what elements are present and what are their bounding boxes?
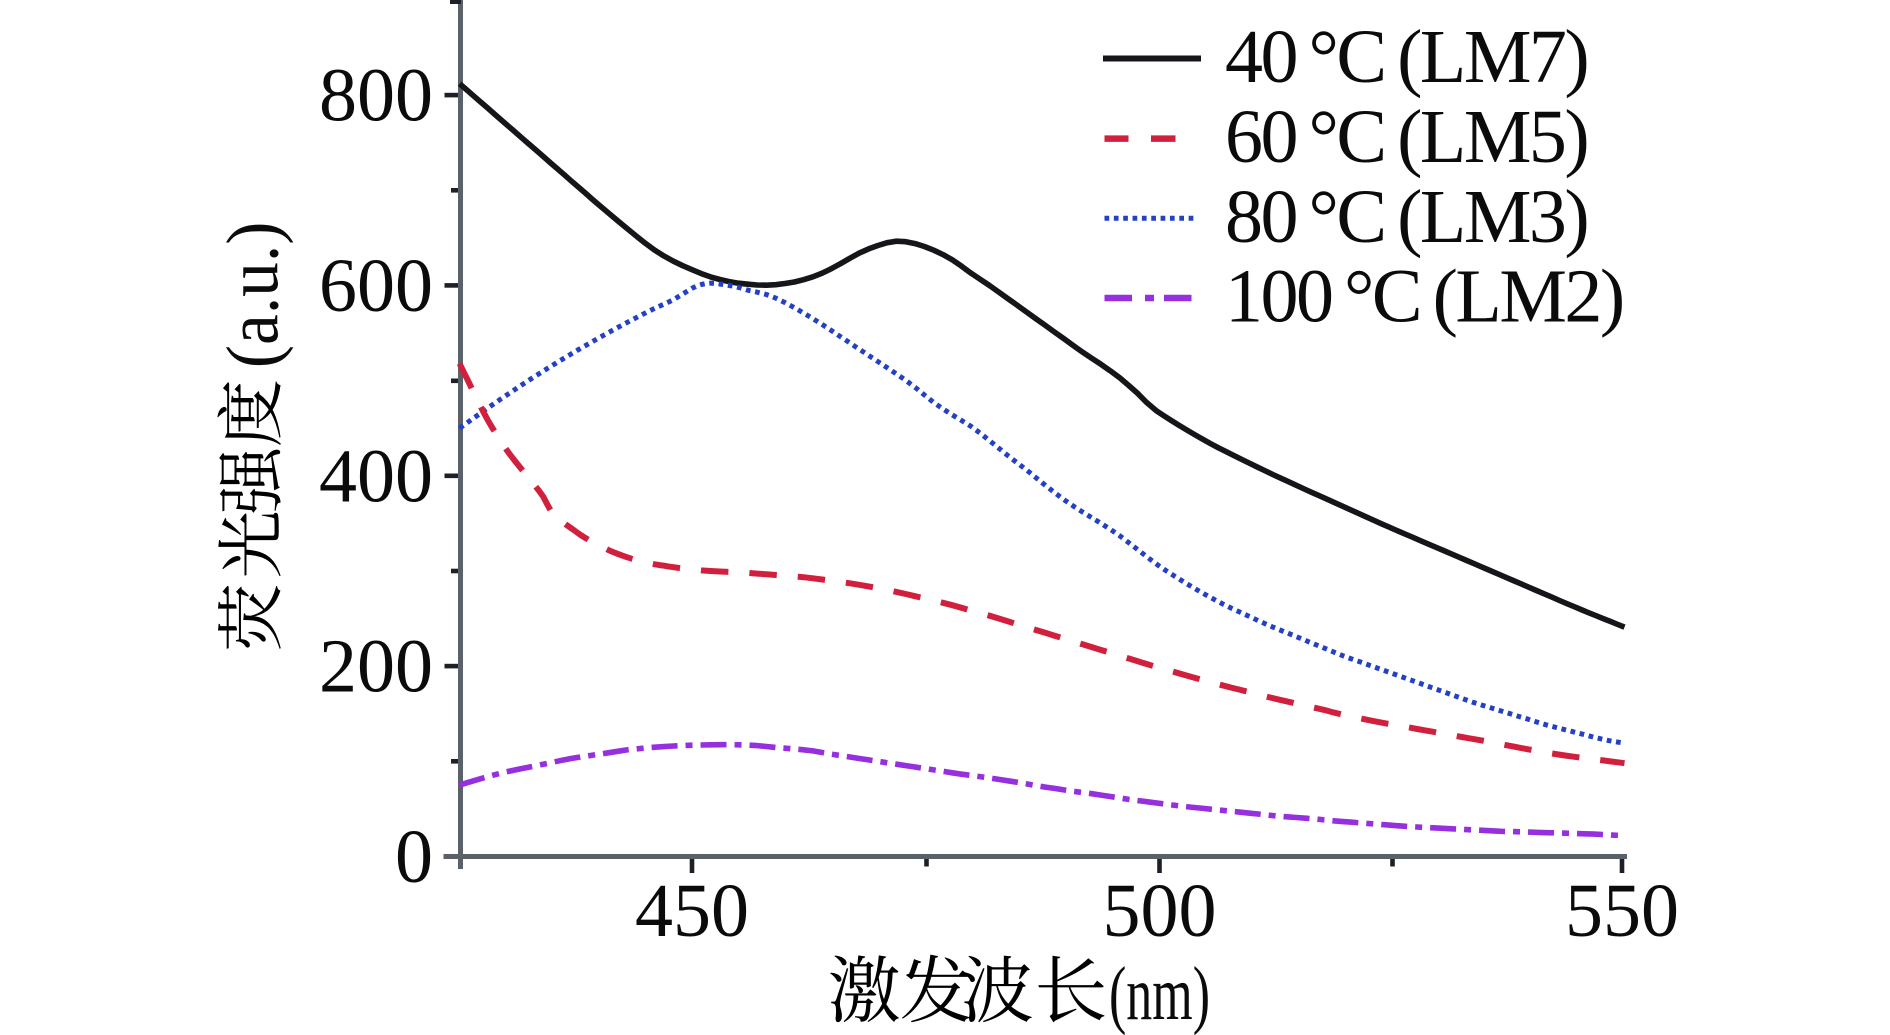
svg-text:60 °C (LM5): 60 °C (LM5) xyxy=(1225,95,1587,179)
svg-text:0: 0 xyxy=(395,815,433,899)
svg-text:450: 450 xyxy=(635,869,749,953)
svg-text:200: 200 xyxy=(319,625,433,709)
svg-text:500: 500 xyxy=(1103,869,1217,953)
svg-text:100 °C (LM2): 100 °C (LM2) xyxy=(1225,255,1623,339)
svg-text:(nm): (nm) xyxy=(1109,952,1210,1035)
svg-text:400: 400 xyxy=(319,434,433,518)
svg-text:80 °C (LM3): 80 °C (LM3) xyxy=(1225,175,1587,259)
svg-text:550: 550 xyxy=(1565,869,1679,953)
svg-text:40 °C (LM7): 40 °C (LM7) xyxy=(1225,15,1587,99)
svg-text:600: 600 xyxy=(319,244,433,328)
svg-text:800: 800 xyxy=(319,54,433,138)
svg-text:(a.u.): (a.u.) xyxy=(213,222,295,369)
